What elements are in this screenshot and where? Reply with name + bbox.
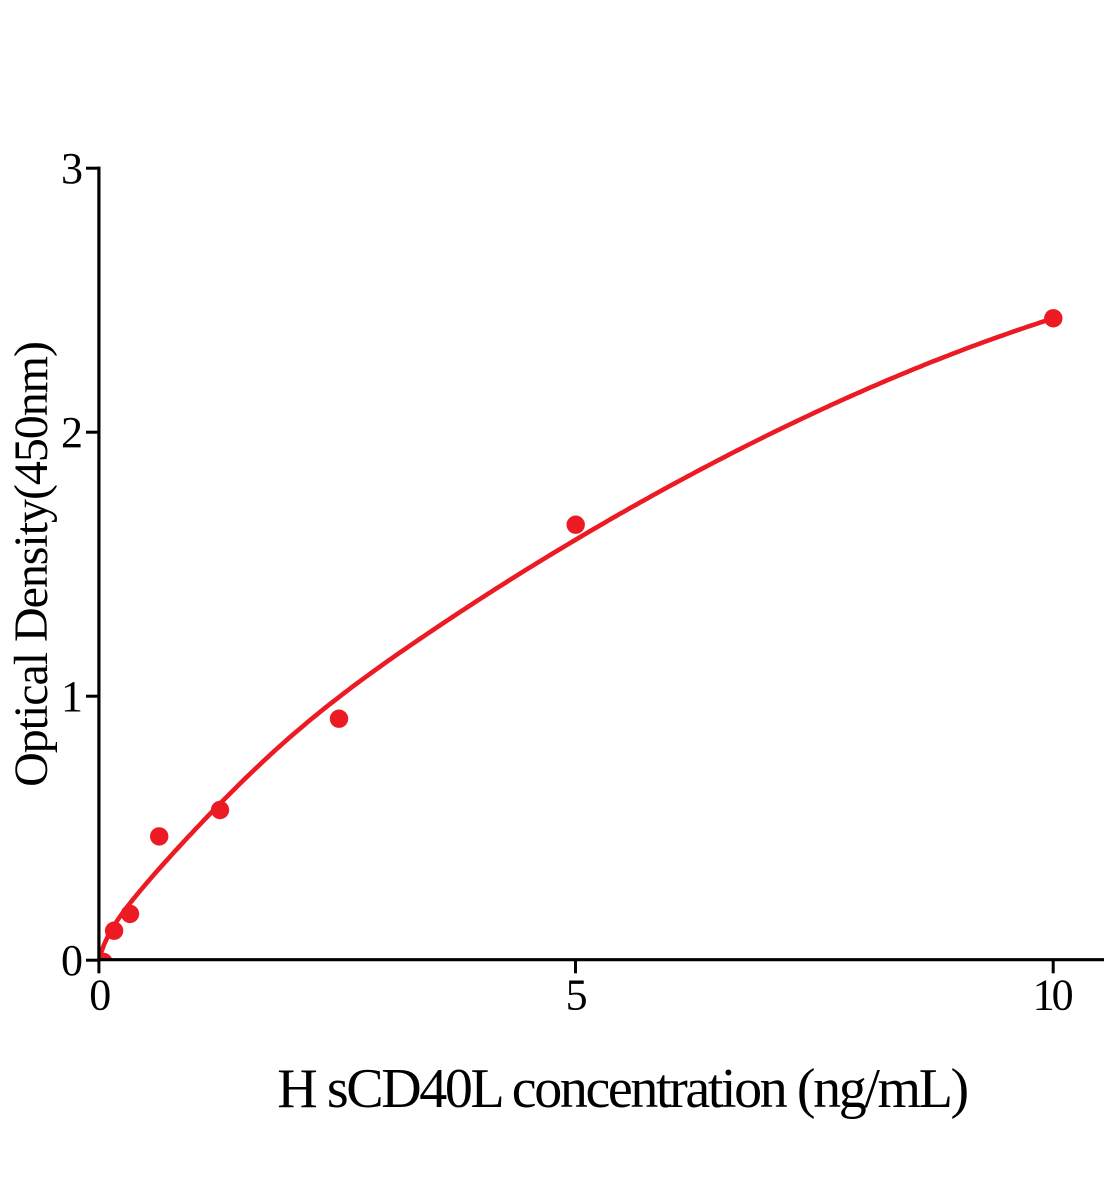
svg-text:Optical Density(450nm): Optical Density(450nm) (5, 342, 58, 787)
svg-text:10: 10 (1033, 971, 1073, 1020)
svg-text:5: 5 (566, 971, 588, 1020)
svg-text:0: 0 (61, 936, 83, 985)
svg-text:3: 3 (61, 144, 83, 193)
svg-text:0: 0 (89, 971, 111, 1020)
svg-text:H sCD40L concentration (ng/mL): H sCD40L concentration (ng/mL) (277, 1058, 967, 1120)
svg-text:1: 1 (61, 672, 83, 721)
svg-text:2: 2 (61, 408, 83, 457)
